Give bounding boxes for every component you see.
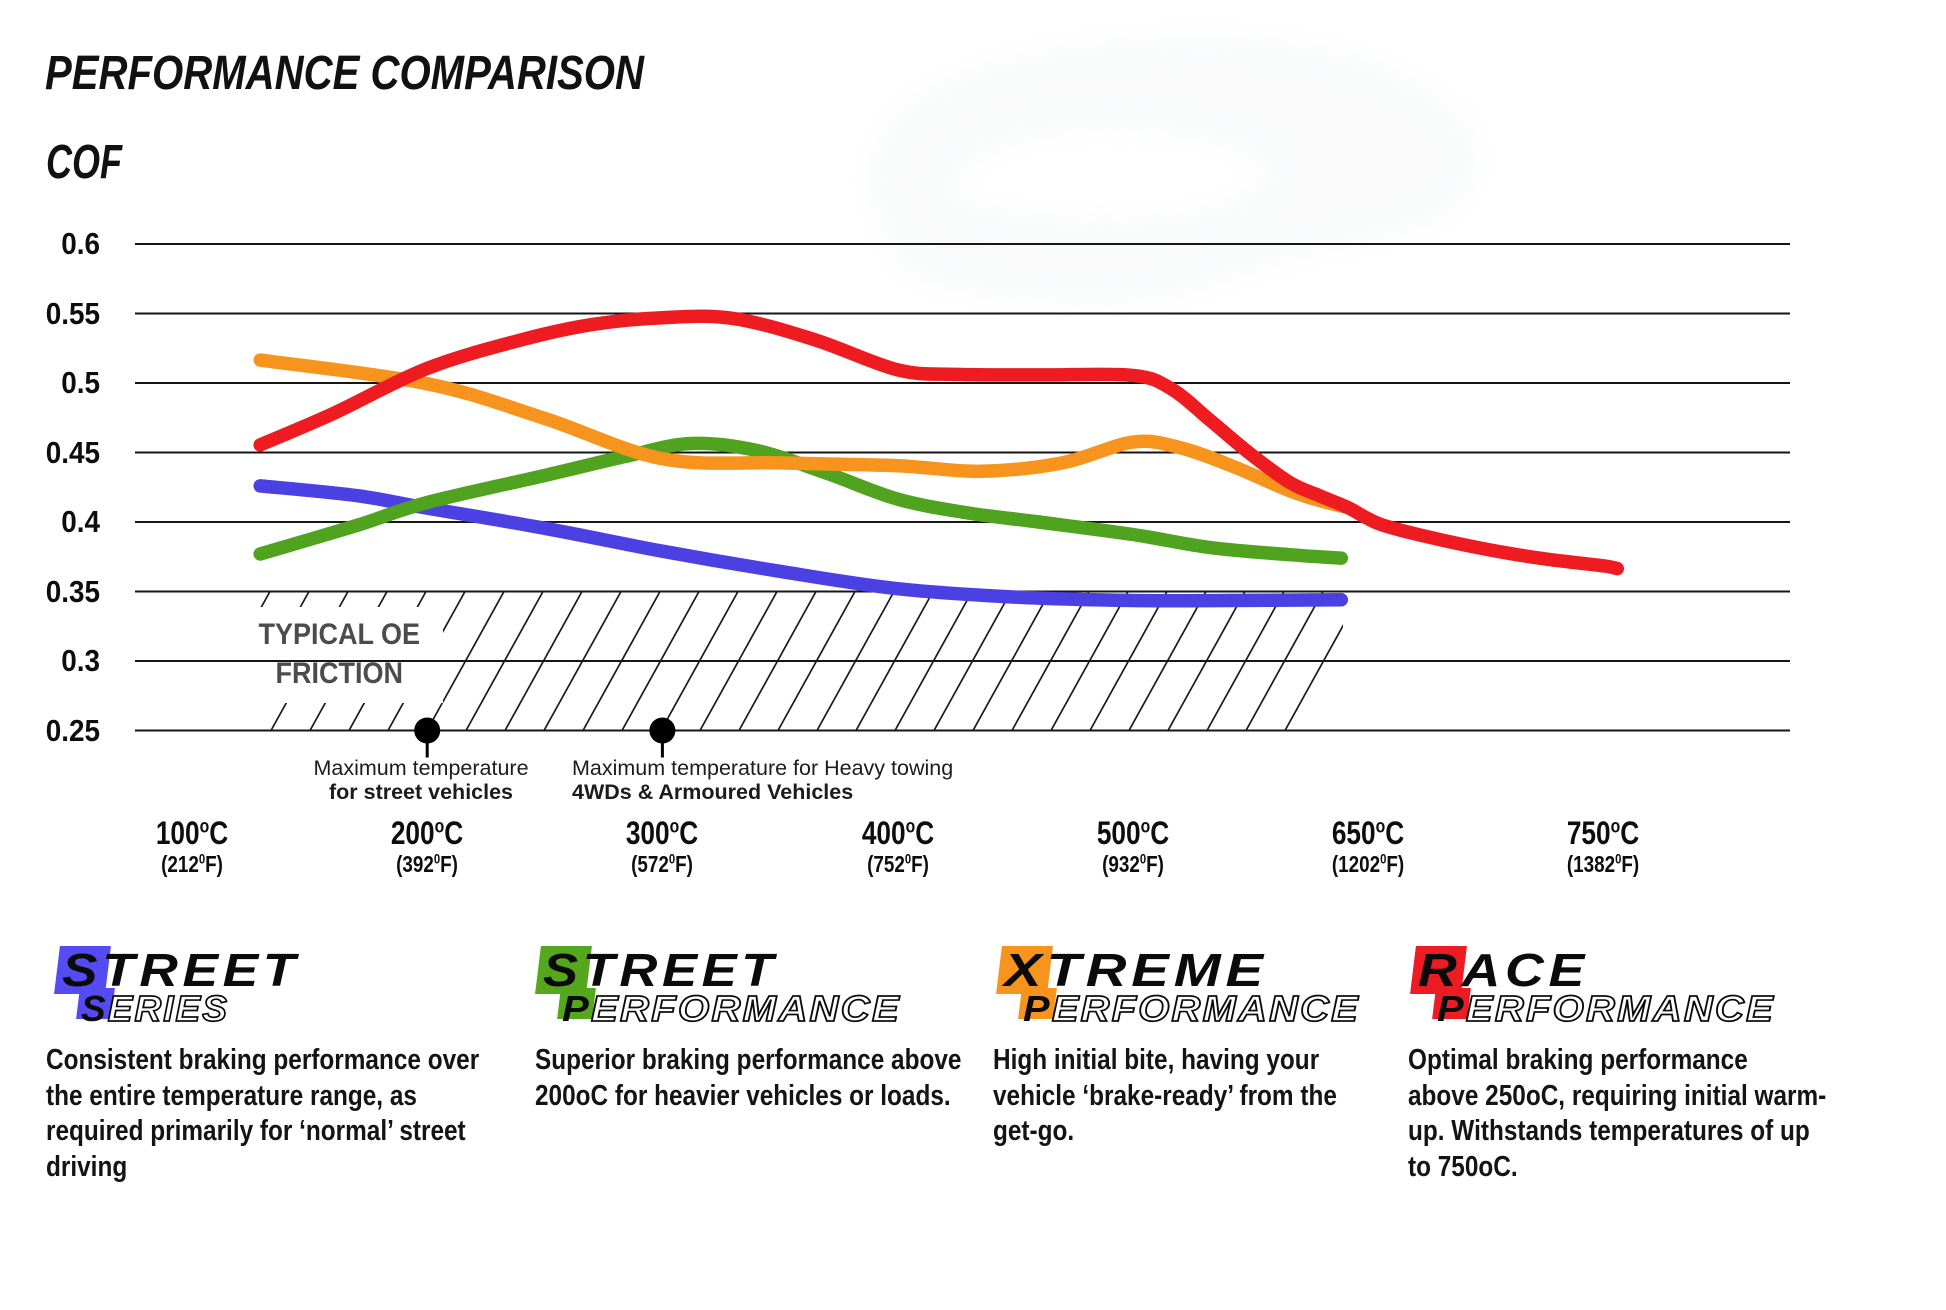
xtreme-performance-brand-top: XTREME — [1004, 944, 1269, 996]
street-series-description: Consistent braking performance over the … — [46, 1044, 480, 1183]
y-tick-label-0.4: 0.4 — [61, 504, 100, 539]
annotation-street-max-temp: Maximum temperature for street vehicles — [313, 756, 528, 804]
oe-band-label-line2: FRICTION — [275, 657, 404, 690]
y-tick-label-0.45: 0.45 — [45, 434, 100, 470]
y-tick-label-0.3: 0.3 — [61, 643, 100, 678]
y-tick-label-0.35: 0.35 — [45, 573, 100, 609]
street-performance-brand-bottom-rest: ERFORMANCE — [590, 988, 902, 1029]
street-series-brand-bottom: SERIES — [81, 988, 229, 1029]
oe-band-label-line1: TYPICAL OE — [258, 618, 421, 651]
annotation-towing-max-temp-line1: Maximum temperature for Heavy towing — [572, 756, 954, 780]
x-tick-label-650c: 650oC (12020F) — [1331, 815, 1405, 877]
gridlines — [135, 243, 1790, 732]
marker-dot-0 — [414, 717, 441, 744]
x-tick-label-100c: 100oC (2120F) — [155, 815, 229, 877]
series-line-race-performance — [253, 309, 1625, 576]
x-tick-label-200c: 200oC (3920F) — [391, 815, 464, 877]
y-tick-label-0.55: 0.55 — [45, 295, 100, 331]
y-tick-label-0.6: 0.6 — [61, 226, 100, 261]
street-performance-brand-top: STREET — [543, 944, 778, 996]
y-tick-label-0.5: 0.5 — [61, 365, 100, 400]
xtreme-performance-brand-bottom: PERFORMANCE — [1023, 988, 1361, 1029]
xtreme-performance-description: High initial bite, having your vehicle ‘… — [993, 1044, 1337, 1147]
x-tick-label-300c: 300oC (5720F) — [626, 815, 699, 877]
street-series-brand-bottom-rest: ERIES — [107, 988, 229, 1029]
series-line-xtreme-performance — [253, 353, 1355, 515]
xtreme-performance-brand-bottom-initial: P — [1023, 988, 1052, 1029]
race-performance-brand-top: RACE — [1418, 944, 1590, 996]
street-performance-brand-bottom-initial: P — [562, 988, 592, 1029]
xtreme-performance-brand-bottom-rest: ERFORMANCE — [1051, 988, 1361, 1029]
page-title: PERFORMANCE COMPARISON — [45, 47, 644, 100]
x-tick-label-400c: 400oC (7520F) — [861, 815, 934, 877]
race-performance-brand-bottom-rest: ERFORMANCE — [1465, 988, 1776, 1029]
annotation-towing-max-temp-line2: 4WDs & Armoured Vehicles — [572, 780, 854, 804]
oe-label-backdrop — [251, 607, 443, 703]
annotation-street-max-temp-line2: for street vehicles — [328, 780, 514, 804]
annotation-street-max-temp-line1: Maximum temperature — [313, 756, 529, 780]
race-performance-brand-bottom-initial: P — [1437, 988, 1466, 1029]
race-performance-description: Optimal braking performance above 250oC,… — [1408, 1044, 1827, 1183]
oe-band-label: TYPICAL OE FRICTION — [252, 615, 427, 693]
annotation-towing-max-temp: Maximum temperature for Heavy towing 4WD… — [572, 756, 953, 804]
marker-dot-1 — [649, 717, 676, 744]
race-performance-brand-bottom: PERFORMANCE — [1437, 988, 1776, 1029]
street-series-brand-top: STREET — [62, 944, 300, 996]
x-tick-label-750c: 750oC (13820F) — [1567, 815, 1640, 877]
street-performance-brand-bottom: PERFORMANCE — [562, 988, 902, 1029]
watermark-smudge — [868, 36, 1479, 302]
street-series-brand-bottom-initial: S — [81, 988, 108, 1029]
x-tick-label-500c: 500oC (9320F) — [1096, 815, 1169, 877]
y-tick-label-0.25: 0.25 — [45, 712, 100, 748]
y-axis-title: COF — [46, 136, 122, 189]
street-performance-description: Superior braking performance above 200oC… — [535, 1044, 962, 1112]
